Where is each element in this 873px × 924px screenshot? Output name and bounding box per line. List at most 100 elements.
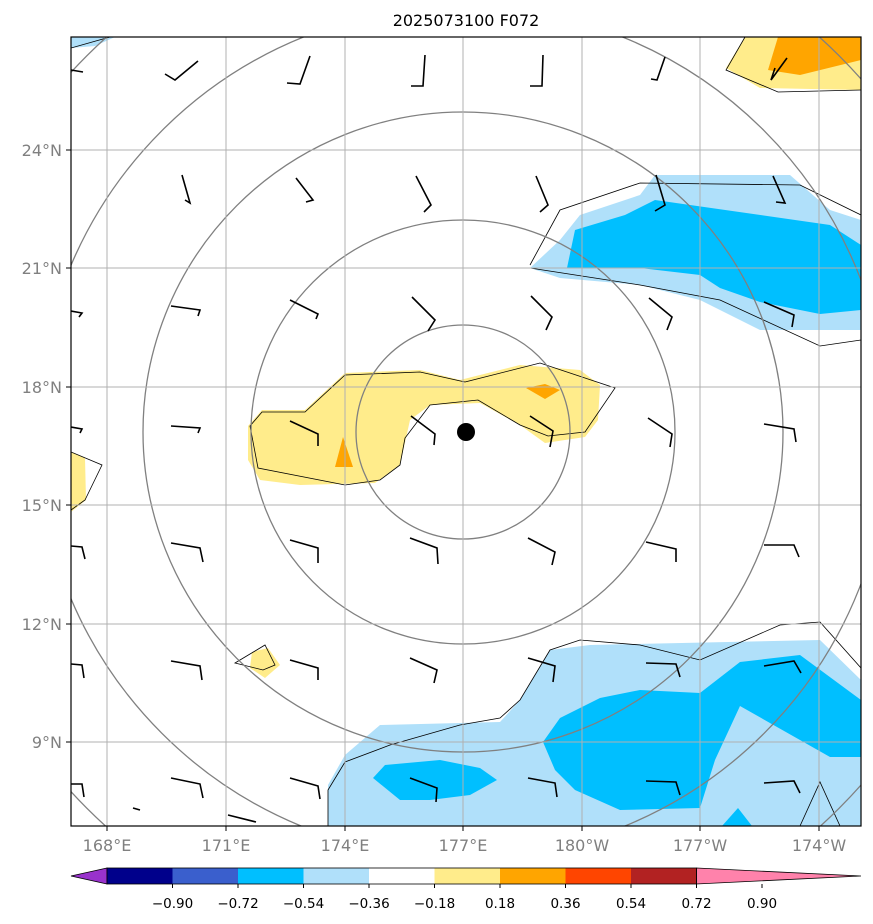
wind-barb xyxy=(295,177,315,203)
colorbar-tick-label: 0.36 xyxy=(550,896,580,912)
wind-barb xyxy=(71,426,84,434)
colorbar-segment xyxy=(434,868,500,884)
colorbar-segment xyxy=(500,868,566,884)
wind-barb xyxy=(289,420,319,446)
colorbar-segment xyxy=(303,868,369,884)
lon-label: 171°E xyxy=(202,836,251,855)
wind-barb xyxy=(535,175,549,213)
lon-label: 177°W xyxy=(673,836,728,855)
wind-barb xyxy=(170,542,204,563)
wind-barb xyxy=(763,660,802,674)
colorbar-tick-label: 0.72 xyxy=(681,896,711,912)
wind-barb xyxy=(164,60,199,81)
wind-barb xyxy=(132,807,141,811)
wind-barb xyxy=(410,415,436,446)
lon-label: 180°W xyxy=(555,836,610,855)
wind-barb xyxy=(770,57,788,81)
storm-center-marker xyxy=(457,423,475,441)
positive-anomaly-core xyxy=(768,37,861,75)
lat-label: 9°N xyxy=(32,733,62,752)
wind-barb xyxy=(645,780,681,796)
colorbar-tick-label: 0.90 xyxy=(747,896,777,912)
colorbar-tick-label: 0.18 xyxy=(485,896,515,912)
colorbar-outline xyxy=(106,867,697,885)
wind-barb xyxy=(527,777,558,798)
colorbar-segment xyxy=(107,868,173,884)
wind-barb xyxy=(286,55,311,85)
wind-barb xyxy=(227,814,257,823)
lon-label: 168°E xyxy=(83,836,132,855)
wind-barb xyxy=(763,301,795,328)
colorbar-tick-label: −0.72 xyxy=(217,896,258,912)
wind-barb xyxy=(530,54,544,87)
colorbar-tick-label: −0.90 xyxy=(152,896,193,912)
wind-barb xyxy=(409,537,439,565)
wind-barb xyxy=(650,56,666,81)
lon-label: 177°E xyxy=(439,836,488,855)
wind-barb xyxy=(409,657,438,684)
lat-label: 24°N xyxy=(22,141,62,160)
wind-barb xyxy=(763,780,801,794)
lat-label: 15°N xyxy=(22,496,62,515)
plot-border xyxy=(70,36,862,827)
wind-barb xyxy=(170,305,202,317)
wind-barb xyxy=(411,54,426,87)
wind-barb xyxy=(411,296,437,332)
wind-barb xyxy=(289,299,320,320)
wind-barb xyxy=(772,175,787,204)
wind-barb xyxy=(289,659,319,680)
colorbar-segment xyxy=(172,868,238,884)
wind-barb xyxy=(71,545,86,560)
wind-barb xyxy=(415,175,432,213)
lat-label: 21°N xyxy=(22,259,62,278)
colorbar: −0.90 −0.72 −0.54 −0.36 −0.18 0.18 0.36 0.54 0.7… xyxy=(70,867,862,912)
wind-barb xyxy=(647,417,673,448)
wind-barb xyxy=(527,657,556,683)
colorbar-tick-label: 0.54 xyxy=(616,896,646,912)
wind-barb xyxy=(181,174,192,205)
colorbar-extend-high xyxy=(696,867,862,885)
positive-anomaly-area xyxy=(250,648,280,678)
colorbar-extend-low xyxy=(70,867,108,885)
wind-barb xyxy=(289,777,321,800)
longitude-labels: 168°E 171°E 174°E 177°E 180°W 177°W 174°… xyxy=(83,836,847,855)
wind-barb xyxy=(71,783,85,798)
wind-barb xyxy=(763,423,797,443)
lat-label: 12°N xyxy=(22,615,62,634)
axis-ticks xyxy=(66,149,820,831)
wind-barb xyxy=(645,541,677,562)
colorbar-segment xyxy=(565,868,631,884)
grid-lines xyxy=(71,37,861,826)
wind-barb xyxy=(648,297,673,331)
wind-barb xyxy=(170,425,202,434)
wind-barb xyxy=(764,544,800,558)
colorbar-tick-label: −0.36 xyxy=(348,896,389,912)
negative-anomaly-core xyxy=(543,655,861,810)
colorbar-tick-label: −0.54 xyxy=(283,896,324,912)
lat-label: 18°N xyxy=(22,378,62,397)
positive-anomaly-area xyxy=(71,452,86,512)
lon-label: 174°E xyxy=(321,836,370,855)
wind-barb xyxy=(71,310,84,318)
wind-barb xyxy=(71,663,85,679)
wind-barb xyxy=(409,777,438,803)
wind-barb xyxy=(530,295,553,331)
positive-anomaly-area xyxy=(248,365,600,485)
positive-anomaly-core xyxy=(335,437,353,467)
latitude-labels: 24°N 21°N 18°N 15°N 12°N 9°N xyxy=(22,141,62,752)
colorbar-segment xyxy=(369,868,435,884)
colorbar-segment xyxy=(238,868,304,884)
wind-barb xyxy=(654,174,666,212)
wind-barbs xyxy=(71,54,802,823)
colorbar-segment xyxy=(631,868,697,884)
shaded-areas xyxy=(71,37,861,826)
wind-barb xyxy=(289,539,319,563)
wind-barb xyxy=(170,660,203,681)
negative-anomaly-core xyxy=(373,760,497,800)
figure-title: 2025073100 F072 xyxy=(393,11,540,30)
wind-barb xyxy=(645,662,681,678)
wind-barb xyxy=(527,537,556,566)
wind-barb xyxy=(170,777,204,799)
